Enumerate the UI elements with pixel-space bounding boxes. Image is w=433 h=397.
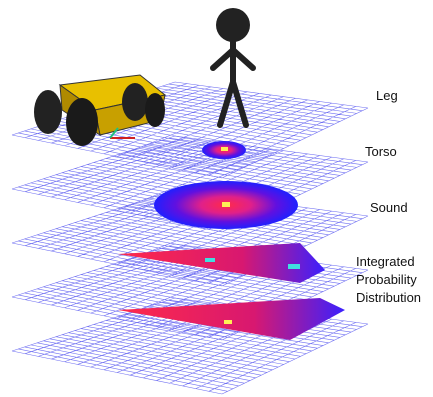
label: Leg xyxy=(376,88,398,103)
peak xyxy=(205,258,215,262)
label: Distribution xyxy=(356,290,421,305)
peak xyxy=(224,320,232,324)
label: Torso xyxy=(365,144,397,159)
label: Probability xyxy=(356,272,417,287)
peak xyxy=(288,264,300,269)
diagram: Leg Torso Sound Integrated Probability D… xyxy=(0,0,433,397)
label: Integrated xyxy=(356,254,415,269)
grid-layers xyxy=(12,82,368,394)
peak xyxy=(222,202,230,207)
peak xyxy=(221,147,228,151)
label: Sound xyxy=(370,200,408,215)
